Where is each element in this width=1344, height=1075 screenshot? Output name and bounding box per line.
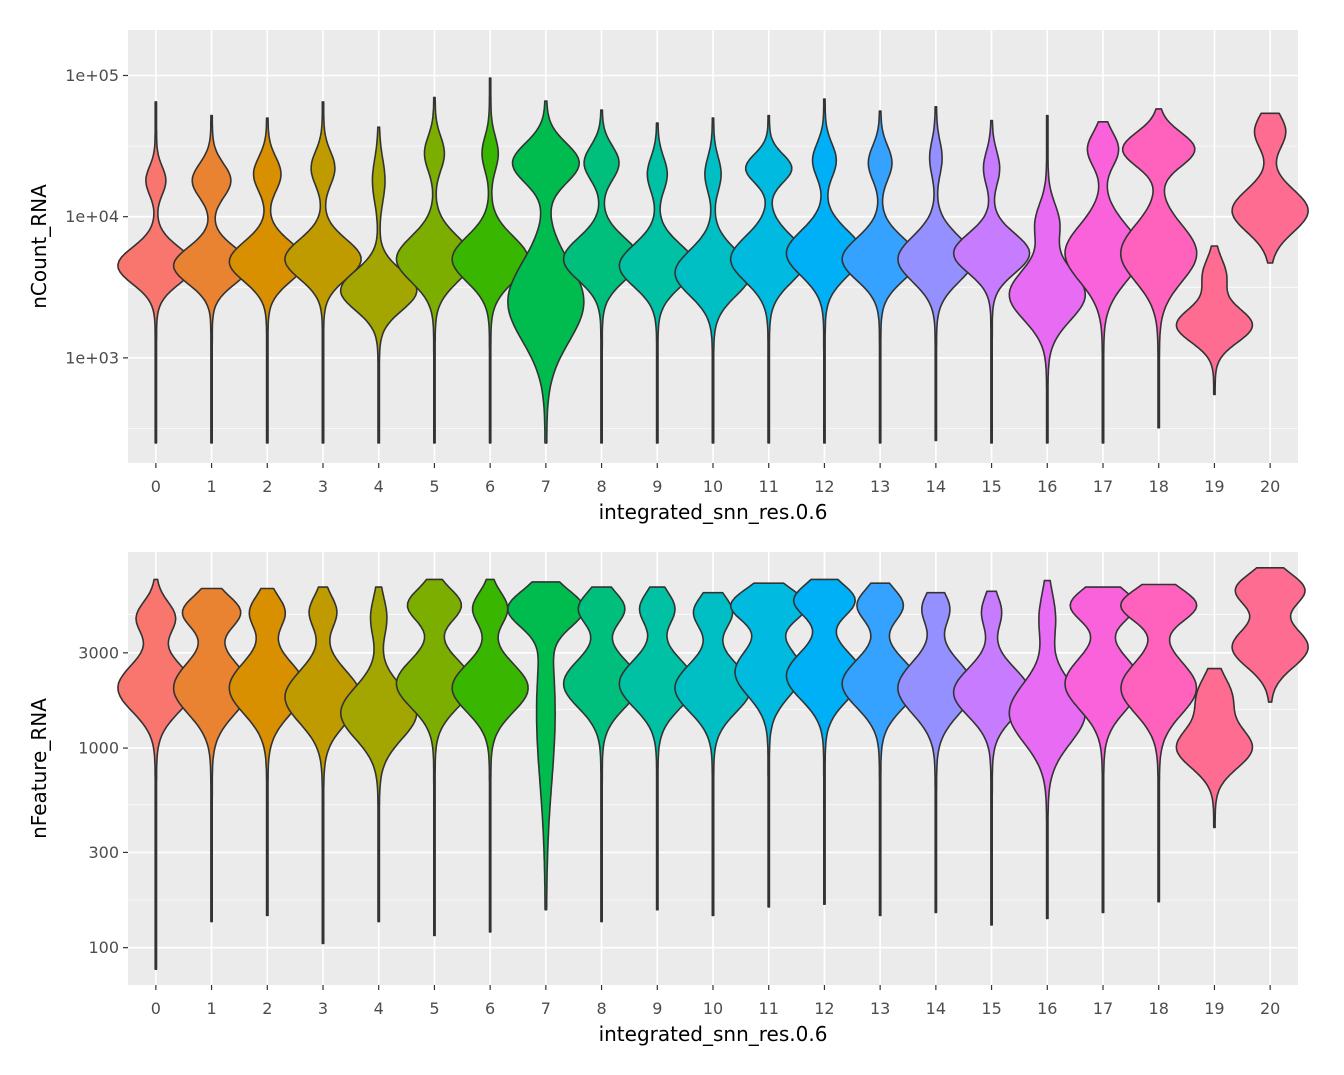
violin-cluster-11 bbox=[729, 114, 808, 444]
violin-cluster-9 bbox=[618, 122, 697, 444]
x-axis-title: integrated_snn_res.0.6 bbox=[599, 1022, 828, 1046]
x-tick-label: 10 bbox=[703, 999, 723, 1018]
violin-cluster-2 bbox=[228, 117, 307, 444]
violin-cluster-1 bbox=[172, 114, 251, 444]
x-tick-label: 4 bbox=[374, 477, 384, 496]
x-tick-label: 7 bbox=[541, 477, 551, 496]
x-tick-label: 12 bbox=[814, 999, 834, 1018]
violin-cluster-20 bbox=[1231, 567, 1309, 703]
y-tick-label: 1000 bbox=[78, 739, 119, 758]
violin-cluster-14 bbox=[897, 591, 975, 914]
y-tick-label: 1e+04 bbox=[65, 207, 119, 226]
y-tick-label: 100 bbox=[88, 938, 119, 957]
x-tick-label: 8 bbox=[596, 477, 606, 496]
violin-cluster-2 bbox=[228, 587, 307, 917]
x-tick-label: 20 bbox=[1260, 999, 1280, 1018]
violin-cluster-10 bbox=[674, 117, 752, 444]
x-tick-label: 8 bbox=[596, 999, 606, 1018]
x-tick-label: 0 bbox=[151, 999, 161, 1018]
x-tick-label: 19 bbox=[1204, 999, 1224, 1018]
x-tick-label: 18 bbox=[1149, 477, 1169, 496]
violin-cluster-8 bbox=[562, 586, 641, 923]
violin-cluster-10 bbox=[674, 591, 752, 917]
x-tick-label: 15 bbox=[981, 477, 1001, 496]
x-tick-label: 16 bbox=[1037, 999, 1057, 1018]
violin-cluster-1 bbox=[172, 587, 251, 923]
x-tick-label: 13 bbox=[870, 477, 890, 496]
x-tick-label: 2 bbox=[262, 477, 272, 496]
violin-cluster-15 bbox=[952, 590, 1031, 926]
x-tick-label: 9 bbox=[652, 477, 662, 496]
violin-cluster-18 bbox=[1119, 108, 1198, 429]
violin-cluster-19 bbox=[1175, 667, 1254, 829]
x-tick-label: 13 bbox=[870, 999, 890, 1018]
x-tick-label: 5 bbox=[429, 999, 439, 1018]
violin-cluster-18 bbox=[1119, 583, 1198, 903]
x-tick-label: 16 bbox=[1037, 477, 1057, 496]
x-tick-label: 6 bbox=[485, 477, 495, 496]
x-tick-label: 14 bbox=[926, 477, 946, 496]
x-tick-label: 2 bbox=[262, 999, 272, 1018]
violin-cluster-8 bbox=[562, 109, 641, 444]
violin-cluster-0 bbox=[117, 101, 195, 444]
violin-cluster-6 bbox=[451, 77, 529, 444]
violin-cluster-12 bbox=[785, 578, 864, 905]
violin-cluster-14 bbox=[897, 106, 975, 442]
violin-cluster-7 bbox=[507, 100, 585, 444]
violin-cluster-9 bbox=[618, 586, 697, 911]
violin-cluster-16 bbox=[1008, 579, 1087, 920]
violin-cluster-3 bbox=[284, 586, 362, 945]
violin-cluster-6 bbox=[451, 578, 529, 933]
x-tick-label: 1 bbox=[206, 477, 216, 496]
violin-cluster-3 bbox=[284, 101, 362, 444]
x-tick-label: 19 bbox=[1204, 477, 1224, 496]
x-tick-label: 18 bbox=[1149, 999, 1169, 1018]
violin-cluster-17 bbox=[1064, 121, 1142, 444]
x-tick-label: 11 bbox=[759, 999, 779, 1018]
violin-cluster-11 bbox=[729, 582, 808, 908]
violin-cluster-12 bbox=[785, 98, 864, 444]
y-tick-label: 1e+03 bbox=[65, 348, 119, 367]
violin-cluster-16 bbox=[1008, 114, 1087, 444]
y-axis-title: nFeature_RNA bbox=[27, 698, 51, 839]
x-tick-label: 7 bbox=[541, 999, 551, 1018]
x-tick-label: 4 bbox=[374, 999, 384, 1018]
violin-cluster-13 bbox=[841, 110, 919, 444]
x-tick-label: 17 bbox=[1093, 999, 1113, 1018]
violin-cluster-4 bbox=[339, 126, 418, 444]
x-tick-label: 6 bbox=[485, 999, 495, 1018]
x-tick-label: 14 bbox=[926, 999, 946, 1018]
x-tick-label: 9 bbox=[652, 999, 662, 1018]
x-tick-label: 5 bbox=[429, 477, 439, 496]
y-axis-title: nCount_RNA bbox=[27, 184, 51, 309]
x-tick-label: 12 bbox=[814, 477, 834, 496]
x-tick-label: 20 bbox=[1260, 477, 1280, 496]
x-tick-label: 1 bbox=[206, 999, 216, 1018]
y-tick-label: 1e+05 bbox=[65, 66, 119, 85]
violin-cluster-20 bbox=[1231, 112, 1309, 264]
violin-cluster-5 bbox=[395, 578, 474, 937]
y-tick-label: 300 bbox=[88, 843, 119, 862]
violin-cluster-17 bbox=[1064, 586, 1142, 914]
x-tick-label: 3 bbox=[318, 477, 328, 496]
violin-cluster-0 bbox=[117, 578, 195, 970]
violin-cluster-5 bbox=[395, 96, 474, 444]
violin-cluster-19 bbox=[1175, 245, 1254, 396]
x-axis-title: integrated_snn_res.0.6 bbox=[599, 500, 828, 524]
violin-cluster-15 bbox=[952, 119, 1031, 444]
violin-cluster-4 bbox=[339, 586, 418, 923]
violin-cluster-13 bbox=[841, 582, 919, 917]
x-tick-label: 0 bbox=[151, 477, 161, 496]
violin-cluster-7 bbox=[507, 581, 585, 911]
x-tick-label: 17 bbox=[1093, 477, 1113, 496]
y-tick-label: 3000 bbox=[78, 643, 119, 662]
x-tick-label: 15 bbox=[981, 999, 1001, 1018]
x-tick-label: 3 bbox=[318, 999, 328, 1018]
x-tick-label: 10 bbox=[703, 477, 723, 496]
x-tick-label: 11 bbox=[759, 477, 779, 496]
